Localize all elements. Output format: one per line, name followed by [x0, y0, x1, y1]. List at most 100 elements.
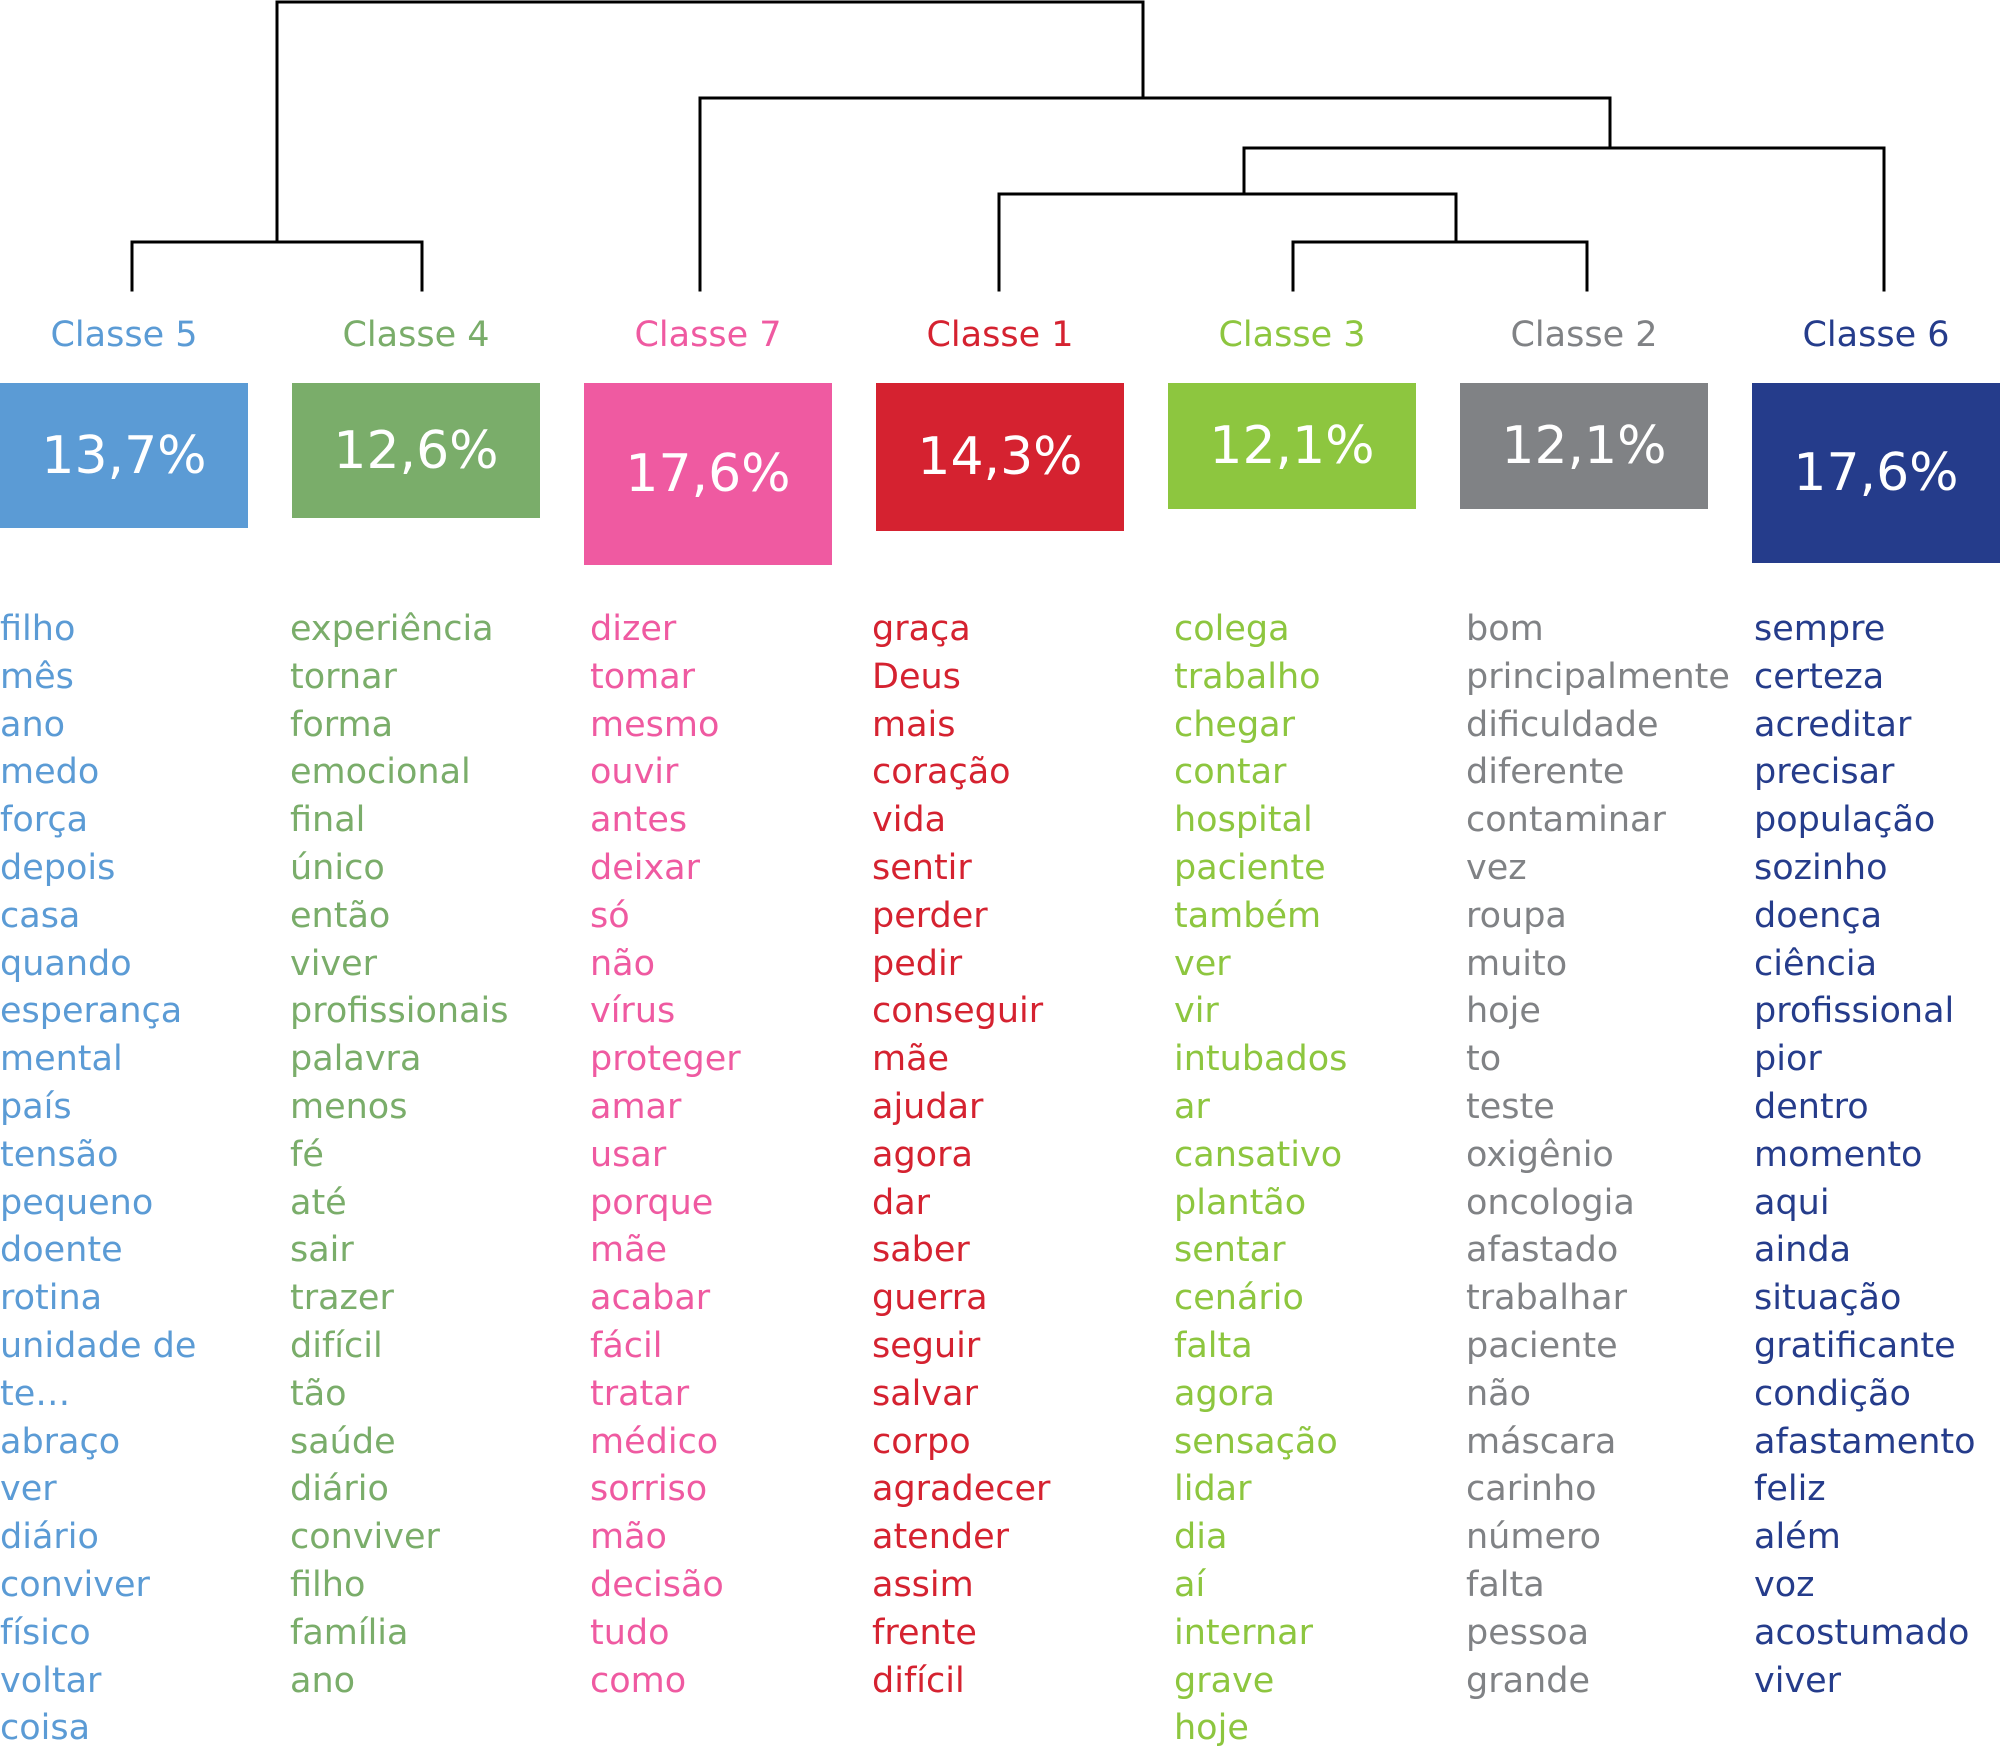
word-item: voltar	[0, 1660, 102, 1701]
classe2-label: Classe 2	[1510, 315, 1658, 355]
word-item: viver	[290, 943, 378, 984]
word-item: até	[290, 1182, 347, 1223]
word-item: graça	[872, 609, 971, 649]
word-item: vir	[1174, 991, 1219, 1032]
word-item: número	[1466, 1517, 1602, 1558]
word-item: único	[290, 847, 385, 888]
word-item: dar	[872, 1182, 931, 1223]
word-item: to	[1466, 1039, 1502, 1080]
word-item: vida	[872, 800, 947, 841]
word-item: trabalhar	[1466, 1278, 1627, 1319]
word-item: acostumado	[1754, 1612, 1970, 1653]
word-item: mental	[0, 1039, 123, 1080]
word-item: salvar	[872, 1373, 978, 1414]
word-item: acabar	[590, 1278, 711, 1319]
word-item: medo	[0, 752, 100, 793]
word-item: saber	[872, 1230, 970, 1271]
word-item: Deus	[872, 656, 961, 697]
word-item: mãe	[590, 1230, 668, 1271]
word-item: conviver	[290, 1517, 440, 1558]
word-item: sentir	[872, 847, 972, 888]
word-item: intubados	[1174, 1039, 1348, 1080]
classe4-label: Classe 4	[342, 315, 490, 355]
word-item: mês	[0, 656, 74, 697]
word-item: menos	[290, 1086, 408, 1127]
classe6-word-list: sempre certeza acreditar precisar população s…	[1754, 606, 2000, 1705]
classe6-label: Classe 6	[1802, 315, 1950, 355]
word-item: tensão	[0, 1134, 119, 1175]
word-item: hoje	[1466, 991, 1541, 1032]
word-item: tornar	[290, 656, 397, 697]
dendrogram-root	[275, 0, 1145, 244]
word-item: paciente	[1466, 1325, 1618, 1366]
word-item: condição	[1754, 1373, 1911, 1414]
word-item: colega	[1174, 609, 1290, 649]
word-item: falta	[1174, 1325, 1253, 1366]
word-item: final	[290, 800, 366, 841]
word-item: abraço	[0, 1421, 121, 1462]
word-item: doença	[1754, 895, 1883, 936]
word-item: difícil	[872, 1660, 965, 1701]
word-item: sentar	[1174, 1230, 1286, 1271]
word-item: dia	[1174, 1517, 1228, 1558]
classe2-word-list: bom principalmente dificuldade diferente con…	[1466, 606, 1776, 1705]
word-item: não	[590, 943, 656, 984]
word-item: principalmente	[1466, 656, 1730, 697]
word-item: viver	[1754, 1660, 1842, 1701]
word-item: difícil	[290, 1325, 383, 1366]
word-item: grande	[1466, 1660, 1590, 1701]
word-item: corpo	[872, 1421, 971, 1462]
word-item: te…	[0, 1373, 71, 1414]
word-item: máscara	[1466, 1421, 1617, 1462]
word-item: além	[1754, 1517, 1841, 1558]
word-item: cenário	[1174, 1278, 1304, 1319]
word-item: contar	[1174, 752, 1287, 793]
word-item: população	[1754, 800, 1936, 841]
word-item: vez	[1466, 847, 1527, 888]
word-item: diário	[290, 1469, 389, 1510]
word-item: vírus	[590, 991, 676, 1032]
word-item: profissional	[1754, 991, 1955, 1032]
classe1-word-list: graça Deus mais coração vida sentir perder pedi…	[872, 606, 1182, 1705]
word-item: não	[1466, 1373, 1532, 1414]
word-item: então	[290, 895, 391, 936]
word-item: dentro	[1754, 1086, 1869, 1127]
word-item: plantão	[1174, 1182, 1307, 1223]
word-item: falta	[1466, 1564, 1545, 1605]
word-item: ciência	[1754, 943, 1878, 984]
classe7-label: Classe 7	[634, 315, 782, 355]
word-item: hospital	[1174, 800, 1313, 841]
word-item: família	[290, 1612, 409, 1653]
classe4-word-list: experiência tornar forma emocional final únic…	[290, 606, 600, 1705]
word-item: pedir	[872, 943, 963, 984]
word-item: ver	[0, 1469, 57, 1510]
classe5-label: Classe 5	[50, 315, 198, 355]
word-item: tudo	[590, 1612, 670, 1653]
word-item: frente	[872, 1612, 977, 1653]
word-item: assim	[872, 1564, 974, 1605]
word-item: depois	[0, 847, 116, 888]
word-item: grave	[1174, 1660, 1275, 1701]
word-item: carinho	[1466, 1469, 1597, 1510]
word-item: usar	[590, 1134, 667, 1175]
word-item: ano	[290, 1660, 356, 1701]
word-item: contaminar	[1466, 800, 1666, 841]
word-item: ouvir	[590, 752, 679, 793]
word-item: lidar	[1174, 1469, 1252, 1510]
dendrogram-branch-132-6	[1242, 146, 1886, 292]
word-item: cansativo	[1174, 1134, 1343, 1175]
word-item: fácil	[590, 1325, 663, 1366]
word-item: mão	[590, 1517, 667, 1558]
word-item: país	[0, 1086, 72, 1127]
word-item: seguir	[872, 1325, 981, 1366]
word-item: certeza	[1754, 656, 1885, 697]
word-item: teste	[1466, 1086, 1555, 1127]
word-item: precisar	[1754, 752, 1895, 793]
word-item: mãe	[872, 1039, 950, 1080]
word-item: aí	[1174, 1564, 1206, 1605]
classe3-label: Classe 3	[1218, 315, 1366, 355]
word-item: unidade de	[0, 1325, 197, 1366]
dendrogram-branch-1-32	[997, 192, 1458, 292]
word-item: hoje	[1174, 1708, 1249, 1749]
classe1-label: Classe 1	[926, 315, 1074, 355]
